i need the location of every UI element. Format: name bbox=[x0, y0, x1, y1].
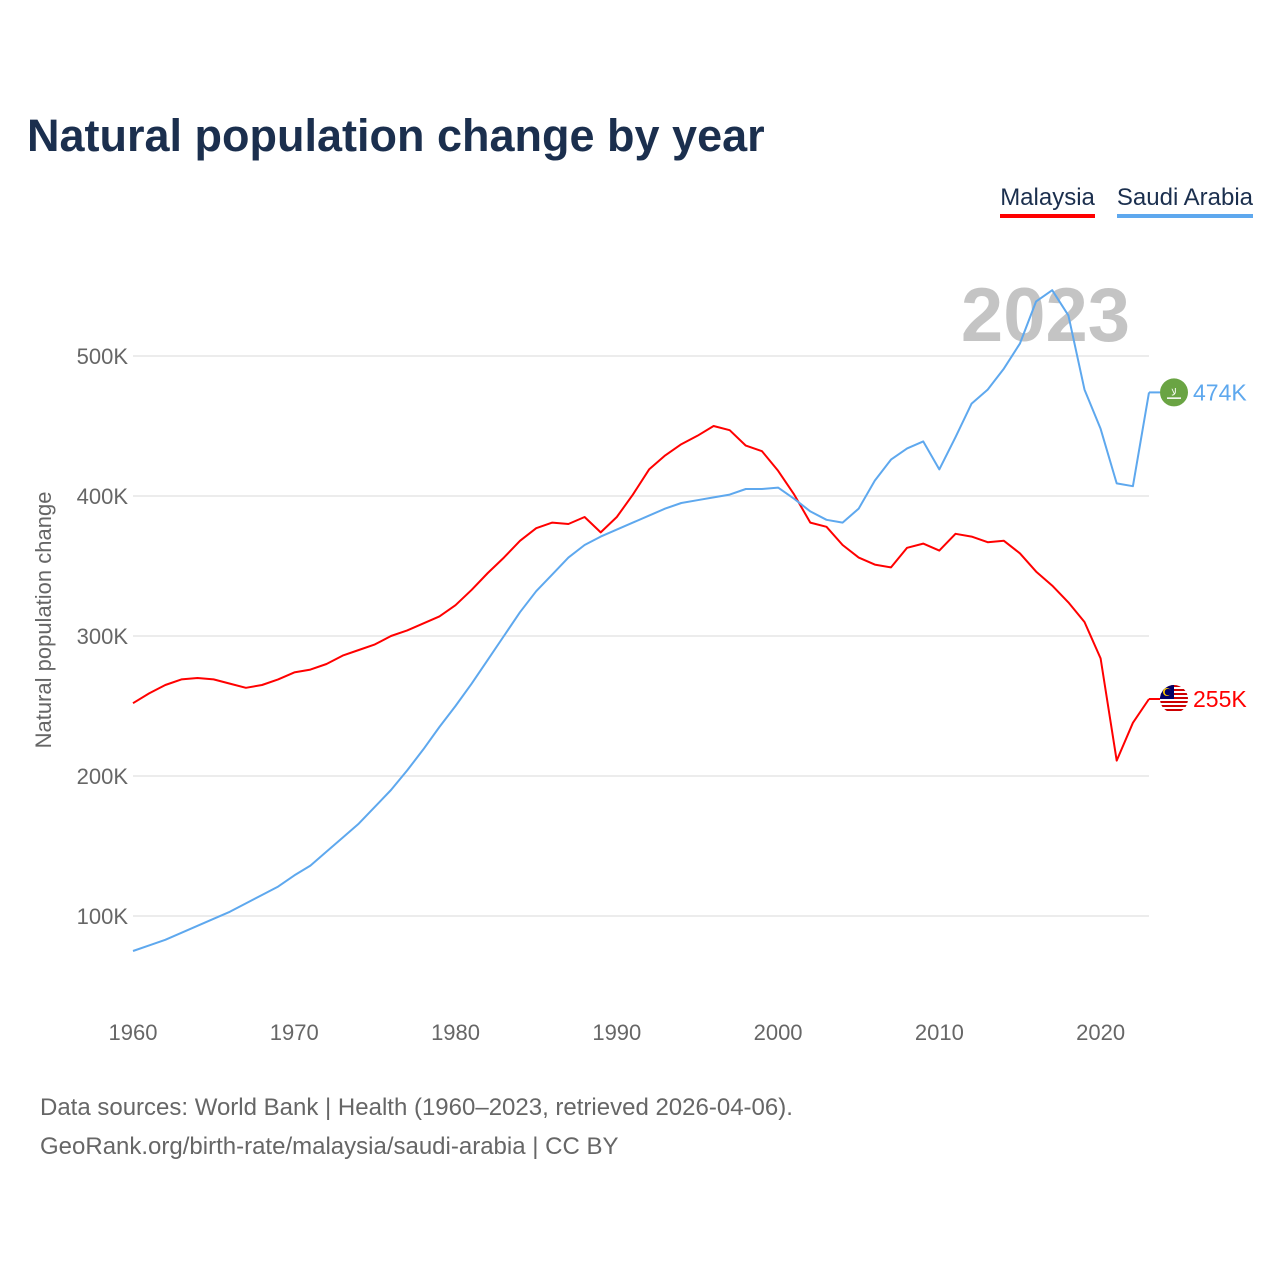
source-line-1: Data sources: World Bank | Health (1960–… bbox=[40, 1094, 793, 1121]
year-watermark: 2023 bbox=[961, 273, 1130, 358]
legend: Malaysia Saudi Arabia bbox=[1000, 184, 1253, 218]
malaysia-flag-icon bbox=[1160, 685, 1188, 713]
x-tick-label: 2010 bbox=[915, 1020, 964, 1045]
y-tick-label: 500K bbox=[77, 344, 129, 369]
x-tick-label: 1960 bbox=[109, 1020, 158, 1045]
y-tick-label: 400K bbox=[77, 484, 129, 509]
source-line-2[interactable]: GeoRank.org/birth-rate/malaysia/saudi-ar… bbox=[40, 1133, 619, 1160]
x-tick-label: 1980 bbox=[431, 1020, 480, 1045]
series-line-saudi-arabia bbox=[132, 289, 1150, 952]
y-tick-label: 300K bbox=[77, 624, 129, 649]
legend-malaysia[interactable]: Malaysia bbox=[1000, 184, 1095, 218]
y-axis-label: Natural population change bbox=[31, 492, 56, 749]
chart-title: Natural population change by year bbox=[27, 110, 765, 161]
series-line-malaysia bbox=[132, 425, 1150, 762]
y-tick-label: 200K bbox=[77, 764, 129, 789]
x-tick-label: 1990 bbox=[592, 1020, 641, 1045]
source-note: Data sources: World Bank | Health (1960–… bbox=[40, 1088, 793, 1166]
end-value-label: 474K bbox=[1193, 379, 1247, 405]
x-tick-label: 2000 bbox=[754, 1020, 803, 1045]
saudi-arabia-flag-icon: ﻻ bbox=[1160, 378, 1188, 407]
x-tick-label: 2020 bbox=[1076, 1020, 1125, 1045]
end-value-label: 255K bbox=[1193, 686, 1247, 712]
x-tick-label: 1970 bbox=[270, 1020, 319, 1045]
y-tick-label: 100K bbox=[77, 904, 129, 929]
legend-saudi-arabia[interactable]: Saudi Arabia bbox=[1116, 184, 1253, 218]
svg-text:ﻻ: ﻻ bbox=[1171, 387, 1177, 398]
